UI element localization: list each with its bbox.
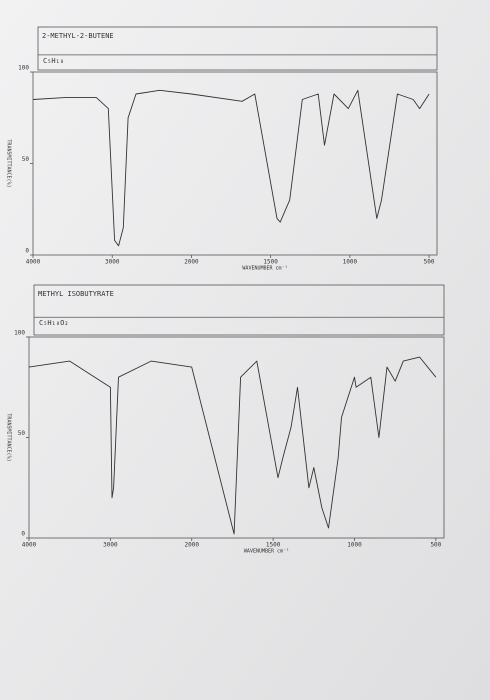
x-tick-label: 4000 [26,259,41,266]
y-axis-label: TRANSMITTANCE(%) [6,139,12,187]
formula: C₅H₁₀ [43,57,64,65]
formula: C₅H₁₀O₂ [39,319,69,327]
chart-title: METHYL ISOBUTYRATE [38,290,114,298]
x-tick-label: 1000 [347,542,362,549]
x-tick-label: 3000 [105,259,120,266]
y-tick-label: 100 [18,65,29,72]
y-tick-label: 0 [21,531,25,538]
x-tick-label: 3000 [103,542,118,549]
x-axis-label: WAVENUMBER cm⁻¹ [244,549,289,555]
x-tick-label: 2000 [184,259,199,266]
header-box [37,26,438,71]
x-tick-label: 1000 [343,259,358,266]
x-tick-label: 1500 [266,542,281,549]
x-tick-label: 2000 [185,542,200,549]
spectrum-line [32,89,430,247]
y-tick-label: 50 [22,156,30,163]
y-tick-label: 0 [25,248,29,255]
chart-title: 2-METHYL-2-BUTENE [42,32,114,40]
x-tick-label: 4000 [22,542,37,549]
spectrum-line [28,356,437,535]
y-tick-label: 50 [18,430,26,437]
x-axis-label: WAVENUMBER cm⁻¹ [242,266,287,272]
y-axis-label: TRANSMITTANCE(%) [6,413,12,461]
x-tick-label: 1500 [263,259,278,266]
y-tick-label: 100 [14,330,25,337]
header-box [33,284,445,336]
x-tick-label: 500 [430,542,441,549]
x-tick-label: 500 [424,259,435,266]
